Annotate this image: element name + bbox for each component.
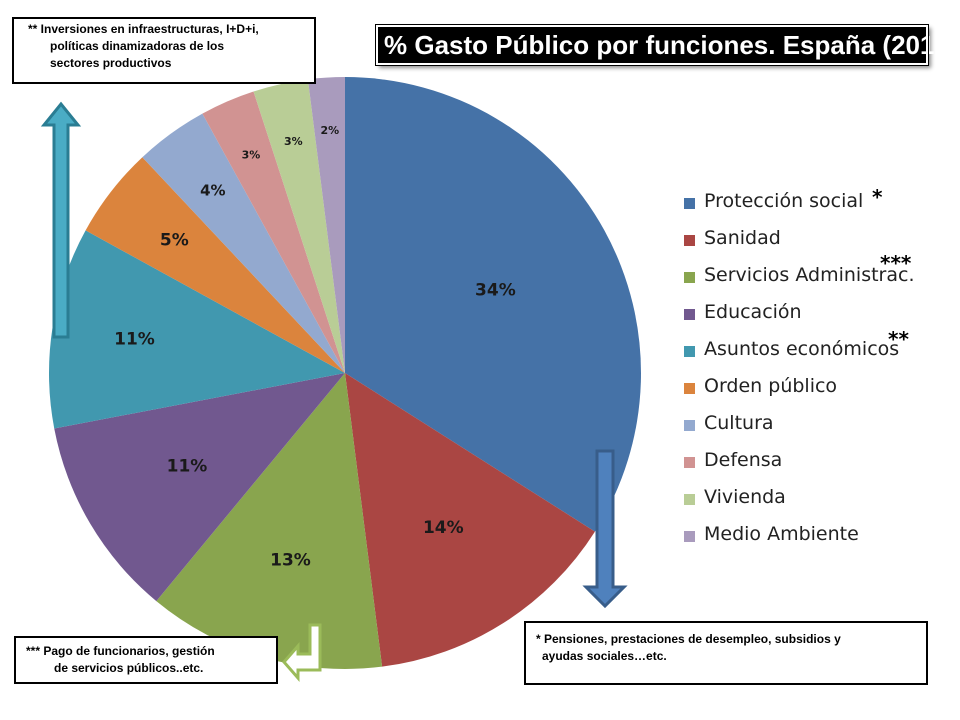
legend-swatch (684, 272, 695, 283)
legend-label: Educación (704, 301, 802, 323)
legend-label: Vivienda (704, 486, 786, 508)
legend-swatch (684, 383, 695, 394)
note-pensiones: * Pensiones, prestaciones de desempleo, … (524, 621, 928, 685)
legend-swatch (684, 531, 695, 542)
slice-label: 4% (200, 182, 225, 200)
legend-label: Orden público (704, 375, 838, 397)
note-funcionarios: *** Pago de funcionarios, gestión de ser… (14, 636, 278, 684)
note-line: *** Pago de funcionarios, gestión (26, 644, 215, 658)
down-arrow (582, 449, 628, 609)
note-line: políticas dinamizadoras de los (50, 39, 225, 53)
slice-label: 14% (423, 518, 464, 538)
legend-swatch (684, 420, 695, 431)
pie-slice (85, 157, 346, 373)
legend-swatch (684, 235, 695, 246)
pie-slice (307, 76, 345, 373)
slice-label: 2% (320, 124, 339, 137)
note-line: ** Inversiones en infraestructuras, I+D+… (28, 22, 259, 36)
pie-slice (253, 79, 345, 373)
pie-slice (54, 373, 346, 602)
slice-label: 11% (114, 330, 155, 350)
pie-slice (48, 230, 346, 429)
slice-label: 5% (160, 231, 189, 251)
pie-slice (156, 373, 383, 670)
legend-swatch (684, 346, 695, 357)
legend-label: Defensa (704, 449, 783, 471)
slice-label: 11% (167, 456, 208, 476)
pie-slice (345, 373, 595, 667)
legend-label: Protección social (704, 190, 864, 212)
marker-asuntos: ** (888, 327, 909, 351)
marker-servicios: *** (880, 251, 912, 275)
pie-slice (202, 91, 345, 374)
note-line: * Pensiones, prestaciones de desempleo, … (536, 632, 841, 646)
pie-slice (142, 113, 345, 374)
legend-swatch (684, 494, 695, 505)
chart-title: % Gasto Público por funciones. España (2… (375, 24, 958, 66)
legend-label: Cultura (704, 412, 774, 434)
note-line: sectores productivos (50, 56, 172, 70)
slice-label: 3% (242, 149, 261, 162)
note-line: de servicios públicos..etc. (54, 661, 204, 675)
slice-label: 3% (284, 135, 303, 148)
legend-label: Servicios Administrac. (704, 264, 915, 286)
note-infraestructuras: ** Inversiones en infraestructuras, I+D+… (12, 17, 316, 84)
legend-label: Medio Ambiente (704, 523, 859, 545)
note-line: ayudas sociales…etc. (542, 649, 667, 663)
legend-swatch (684, 198, 695, 209)
bent-arrow (282, 623, 322, 682)
legend-label: Sanidad (704, 227, 781, 249)
legend-swatch (684, 457, 695, 468)
legend-label: Asuntos económicos (704, 338, 900, 360)
slice-label: 13% (270, 551, 311, 571)
up-arrow (40, 101, 82, 339)
legend-swatch (684, 309, 695, 320)
slice-label: 34% (475, 280, 516, 300)
marker-proteccion: * (872, 185, 883, 209)
pie-slice (345, 77, 641, 532)
